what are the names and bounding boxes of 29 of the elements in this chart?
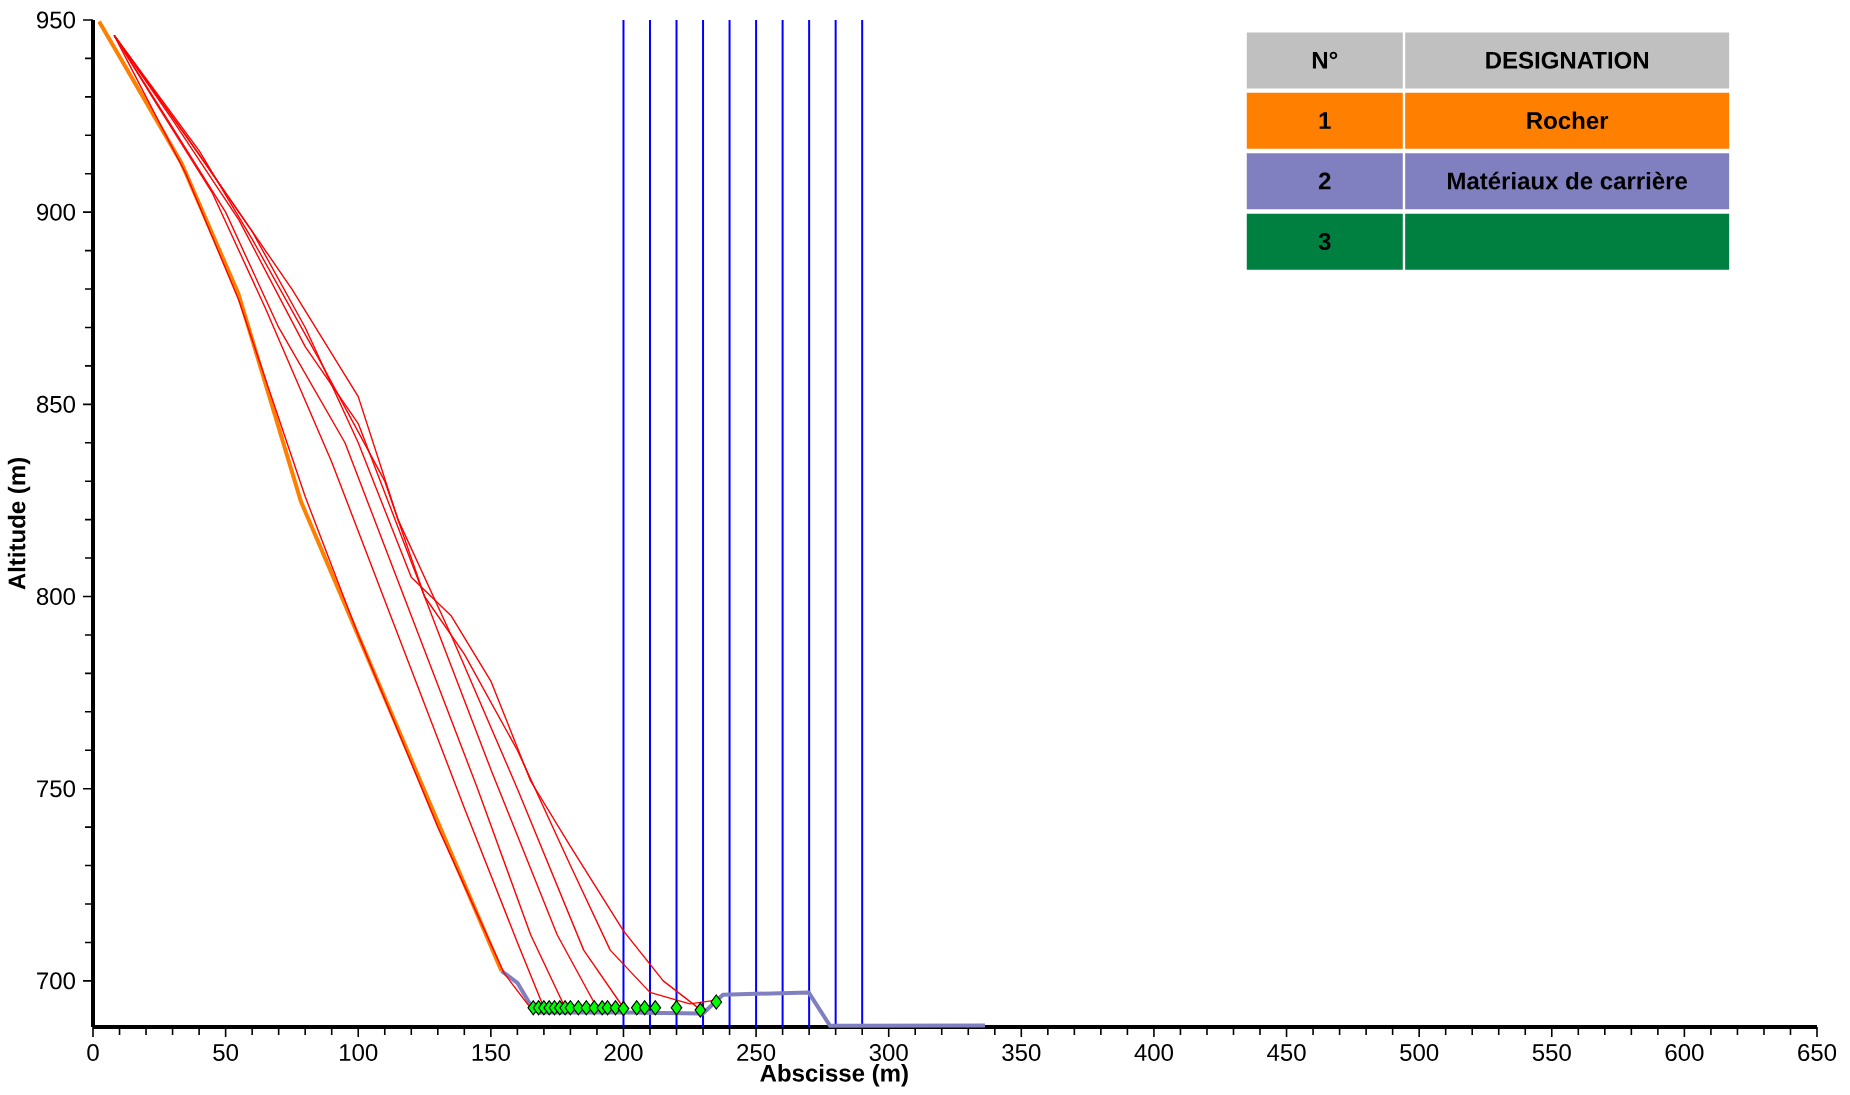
x-tick-label: 350 [1002,1044,1041,1062]
annotation: 1 [1319,112,1331,129]
y-axis-title: Altitude (m) [7,458,31,590]
annotation: N° [1312,51,1338,69]
x-tick-label: 50 [213,1044,239,1062]
x-tick-label: 100 [340,1044,378,1062]
x-tick-label: 150 [472,1044,510,1062]
x-tick-label: 400 [1134,1044,1174,1062]
x-tick-label: 550 [1532,1044,1571,1062]
y-tick-label: 900 [37,203,76,221]
x-tick-label: 200 [604,1044,643,1062]
y-tick-label: 700 [37,972,76,990]
x-tick-label: 450 [1267,1044,1306,1062]
text: Matériaux de carrière [1448,171,1688,190]
annotation: 2 [1318,172,1331,190]
y-tick-label: 750 [37,780,76,798]
x-tick-label: 250 [737,1044,776,1062]
text: Rocher [1527,111,1609,130]
y-tick-label: 850 [36,395,76,413]
x-tick-label: 500 [1400,1044,1439,1062]
x-tick-label: 600 [1665,1044,1704,1062]
x-tick-label: 650 [1798,1044,1837,1062]
y-tick-label: 950 [37,11,76,29]
annotation: DESIGNATION [1486,51,1649,69]
y-tick-label: 800 [36,588,76,605]
x-tick-label: 300 [869,1044,908,1062]
annotation: 3 [1318,232,1331,250]
x-tick-label: 0 [87,1044,99,1062]
x-axis-title: Abscisse (m) [760,1064,908,1087]
